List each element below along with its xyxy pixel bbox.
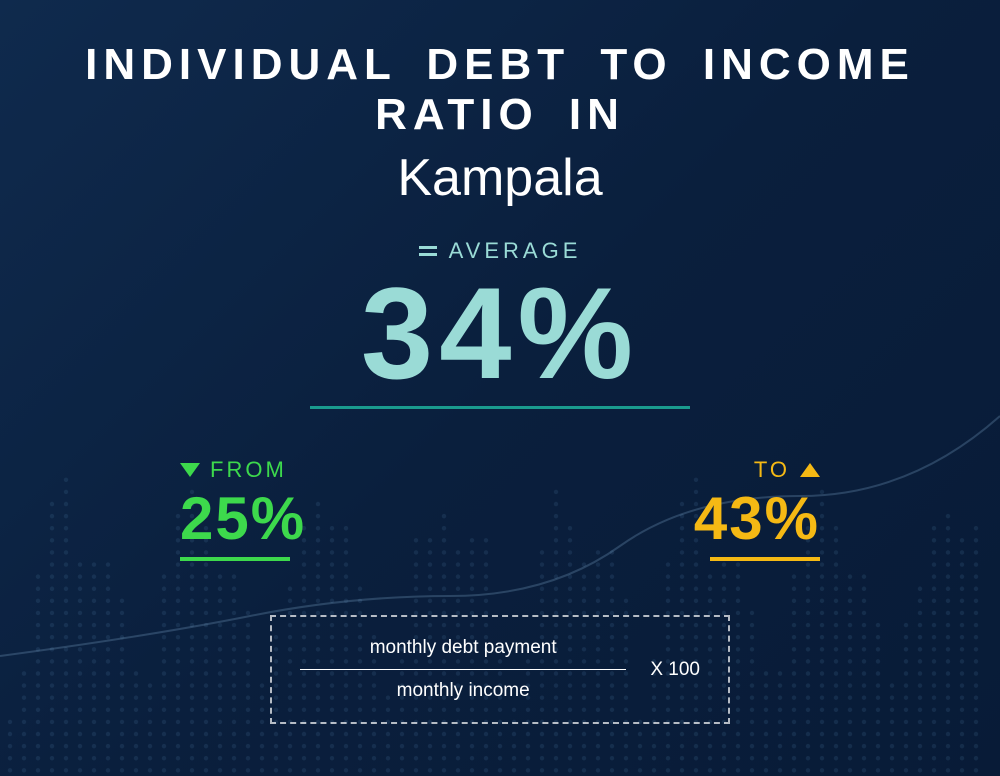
to-underline xyxy=(710,557,820,561)
to-block: TO 43% xyxy=(694,457,820,561)
to-label-row: TO xyxy=(694,457,820,483)
formula-multiplier: X 100 xyxy=(650,659,700,681)
triangle-up-icon xyxy=(800,463,820,477)
to-label: TO xyxy=(754,457,790,483)
formula-numerator: monthly debt payment xyxy=(300,637,626,659)
formula-denominator: monthly income xyxy=(300,680,626,702)
title-city: Kampala xyxy=(0,148,1000,208)
from-value: 25% xyxy=(180,489,306,549)
to-value: 43% xyxy=(694,489,820,549)
average-value: 34% xyxy=(0,268,1000,398)
formula-divider xyxy=(300,669,626,670)
average-section: AVERAGE 34% xyxy=(0,238,1000,409)
average-underline xyxy=(310,406,690,409)
formula-fraction: monthly debt payment monthly income xyxy=(300,637,626,702)
from-label: FROM xyxy=(210,457,287,483)
from-block: FROM 25% xyxy=(180,457,306,561)
triangle-down-icon xyxy=(180,463,200,477)
from-label-row: FROM xyxy=(180,457,306,483)
formula-box: monthly debt payment monthly income X 10… xyxy=(270,615,730,724)
infographic-content: INDIVIDUAL DEBT TO INCOME RATIO IN Kampa… xyxy=(0,0,1000,776)
from-underline xyxy=(180,557,290,561)
title-main: INDIVIDUAL DEBT TO INCOME RATIO IN xyxy=(0,40,1000,140)
range-section: FROM 25% TO 43% xyxy=(0,457,1000,561)
equals-icon xyxy=(419,246,437,256)
